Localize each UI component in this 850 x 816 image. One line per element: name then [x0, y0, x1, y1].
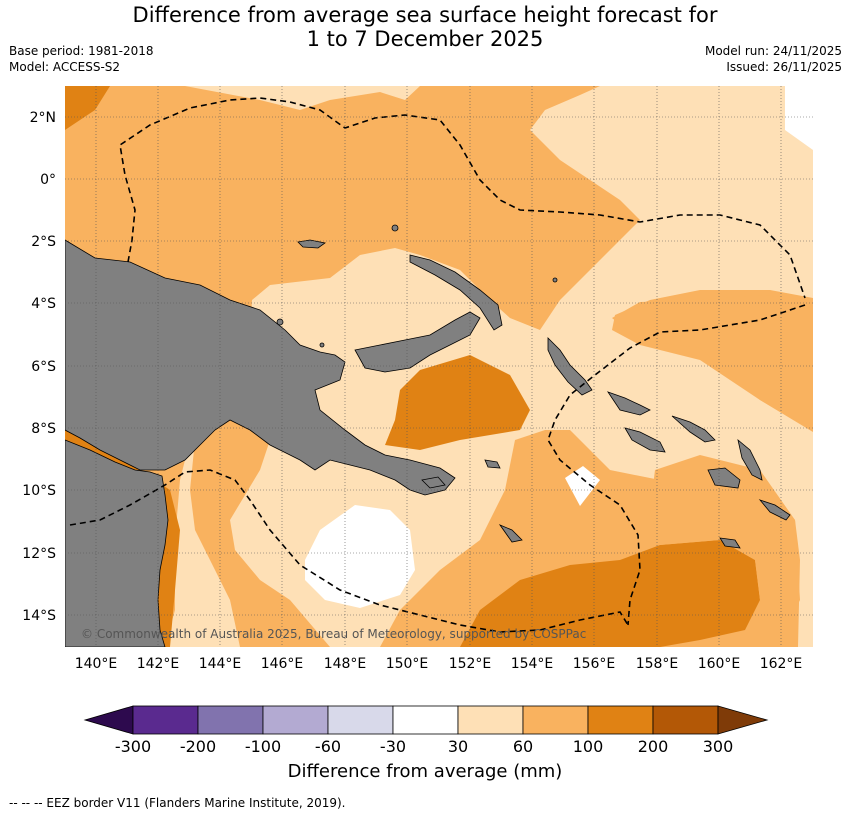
issued-date: Issued: 26/11/2025: [726, 60, 842, 74]
lat-label: 4°S: [31, 296, 56, 312]
choiseul-island: [607, 391, 651, 416]
lat-label: 14°S: [22, 608, 56, 624]
title-line-2: 1 to 7 December 2025: [306, 27, 544, 51]
colorbar-tick-label: 30: [448, 737, 468, 756]
lat-label: 2°N: [30, 110, 56, 126]
base-period: Base period: 1981-2018: [9, 44, 154, 58]
colorbar-extend-high: [717, 705, 769, 735]
guadalcanal-island: [707, 467, 741, 489]
model-run: Model run: 24/11/2025: [704, 44, 842, 58]
lon-label: 154°E: [511, 656, 554, 672]
lon-label: 140°E: [75, 656, 118, 672]
santa-isabel-island: [671, 415, 716, 443]
map-title: Difference from average sea surface heig…: [0, 3, 850, 51]
level-100-200-nw: [65, 86, 110, 130]
colorbar-bin: [522, 705, 589, 735]
lon-label: 156°E: [573, 656, 616, 672]
meta-left: Base period: 1981-2018 Model: ACCESS-S2: [9, 43, 154, 75]
lon-label: 160°E: [698, 656, 741, 672]
colorbar-tick-label: 200: [638, 737, 669, 756]
level-neutral-solomon: [565, 466, 600, 506]
colorbar-tick-label: -200: [180, 737, 216, 756]
colorbar-tick-label: -100: [245, 737, 281, 756]
level-100-200-central: [385, 355, 530, 450]
latitude-labels: 2°N 0° 2°S 4°S 6°S 8°S 10°S 12°S 14°S: [22, 110, 56, 624]
lon-label: 150°E: [386, 656, 429, 672]
graticule: [65, 86, 813, 647]
colorbar-bin: [392, 705, 459, 735]
new-georgia-islands: [624, 427, 666, 453]
australia-cape-york: [65, 439, 169, 647]
new-guinea-landmass: [65, 239, 456, 496]
rossel-island: [498, 524, 523, 543]
lat-label: 8°S: [31, 421, 56, 437]
lon-label: 144°E: [199, 656, 242, 672]
colorbar-tick-label: 60: [513, 737, 533, 756]
level-neutral-coral-sea: [305, 505, 415, 608]
level-60-100-east: [612, 295, 813, 432]
map-area: © Commonwealth of Australia 2025, Bureau…: [65, 86, 813, 647]
small-island: [552, 277, 558, 283]
colorbar-tick-label: -30: [380, 737, 406, 756]
trobriand-island: [484, 459, 501, 469]
colorbar-tick-label: -60: [315, 737, 341, 756]
title-line-1: Difference from average sea surface heig…: [132, 3, 718, 27]
eez-footnote: -- -- -- EEZ border V11 (Flanders Marine…: [9, 796, 346, 810]
longitude-labels: 140°E 142°E 144°E 146°E 148°E 150°E 152°…: [75, 656, 803, 672]
eez-borders: [69, 97, 806, 633]
lat-label: 6°S: [31, 359, 56, 375]
colorbar-tick-label: -300: [115, 737, 151, 756]
colorbar-bin: [587, 705, 654, 735]
dentrecasteaux-island: [421, 476, 446, 489]
lat-label: 0°: [40, 172, 56, 188]
makira-island: [758, 499, 791, 521]
level-100-200-se: [460, 540, 760, 647]
colorbar-title: Difference from average (mm): [287, 761, 563, 782]
model-name: Model: ACCESS-S2: [9, 60, 121, 74]
lon-label: 146°E: [261, 656, 304, 672]
lon-label: 158°E: [636, 656, 679, 672]
colorbar-bin: [457, 705, 524, 735]
lon-label: 152°E: [449, 656, 492, 672]
colorbar: -300 -200 -100 -60 -30 30 60 100 200 300: [83, 705, 769, 756]
bougainville-island: [547, 337, 593, 396]
colorbar-tick-label: 300: [703, 737, 734, 756]
small-island: [276, 318, 284, 326]
colorbar-tick-label: 100: [573, 737, 604, 756]
small-island: [391, 224, 399, 232]
colorbar-bin: [652, 705, 719, 735]
small-island: [319, 342, 325, 348]
new-ireland-island: [409, 254, 503, 331]
manus-island: [297, 239, 326, 249]
lon-label: 162°E: [760, 656, 803, 672]
copyright-notice: © Commonwealth of Australia 2025, Bureau…: [81, 627, 586, 641]
colorbar-bin: [132, 705, 199, 735]
lat-label: 2°S: [31, 234, 56, 250]
level-30-60-north-a: [185, 86, 420, 110]
colorbar-bin: [327, 705, 394, 735]
colorbar-bin: [197, 705, 264, 735]
level-neutral-ne: [785, 86, 813, 150]
colorbar-bin: [262, 705, 329, 735]
meta-right: Model run: 24/11/2025 Issued: 26/11/2025: [705, 43, 842, 75]
rennell-island: [719, 537, 741, 549]
lon-label: 148°E: [324, 656, 367, 672]
colorbar-extend-low: [83, 705, 134, 735]
new-britain-island: [354, 311, 481, 373]
lat-label: 10°S: [22, 483, 56, 499]
lat-label: 12°S: [22, 546, 56, 562]
malaita-island: [737, 438, 763, 481]
lon-label: 142°E: [137, 656, 180, 672]
